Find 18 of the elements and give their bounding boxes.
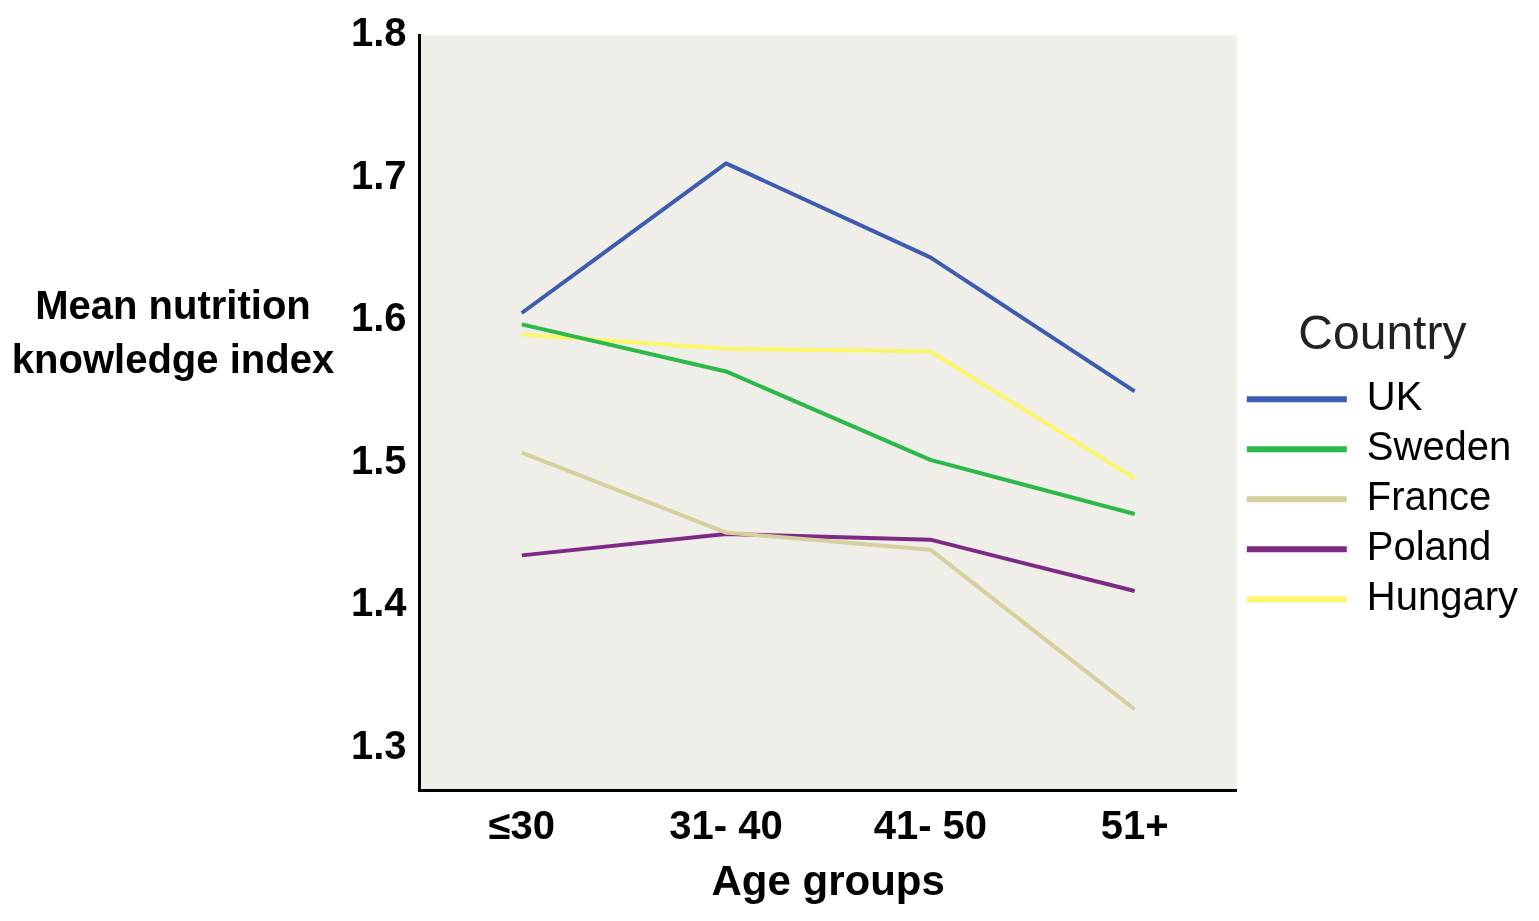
y-tick-label: 1.6: [351, 295, 407, 340]
x-axis-title: Age groups: [711, 857, 945, 905]
y-tick-label: 1.8: [351, 10, 407, 55]
legend-label: France: [1366, 474, 1492, 519]
legend-label: Sweden: [1366, 424, 1512, 469]
y-tick-label: 1.5: [351, 437, 407, 482]
legend-label: Hungary: [1366, 574, 1519, 619]
x-tick-label: 51+: [1100, 802, 1169, 847]
legend-label: UK: [1366, 374, 1423, 419]
legend-label: Poland: [1366, 524, 1492, 569]
x-tick-label: 41- 50: [873, 802, 988, 847]
x-tick-label: 31- 40: [669, 802, 783, 847]
x-tick-label: ≤30: [488, 802, 555, 847]
y-tick-label: 1.7: [351, 152, 407, 197]
y-axis-title: Mean nutrition knowledge index: [10, 282, 336, 383]
y-tick-label: 1.3: [351, 722, 407, 767]
y-tick-label: 1.4: [351, 580, 408, 625]
legend-title: Country: [1298, 305, 1467, 359]
